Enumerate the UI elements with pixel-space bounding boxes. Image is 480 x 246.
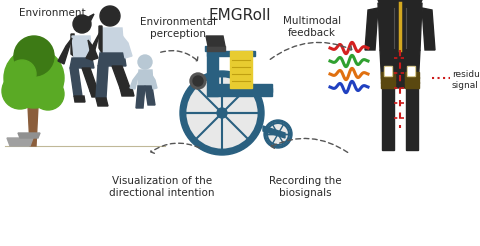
Polygon shape [72, 36, 92, 58]
Polygon shape [150, 72, 157, 89]
Polygon shape [99, 26, 102, 53]
Polygon shape [18, 133, 40, 138]
Polygon shape [405, 82, 419, 88]
Polygon shape [83, 14, 94, 22]
Polygon shape [120, 88, 134, 96]
Polygon shape [120, 33, 132, 58]
Circle shape [185, 76, 259, 150]
Polygon shape [422, 8, 435, 50]
Polygon shape [207, 51, 218, 96]
Polygon shape [263, 126, 285, 138]
Polygon shape [130, 72, 139, 89]
Polygon shape [381, 82, 395, 88]
Polygon shape [145, 86, 155, 105]
Circle shape [73, 15, 91, 33]
Circle shape [264, 120, 292, 148]
Circle shape [100, 6, 120, 26]
Polygon shape [207, 51, 255, 56]
Polygon shape [381, 72, 395, 78]
Polygon shape [98, 53, 126, 66]
Polygon shape [207, 46, 225, 51]
Polygon shape [96, 98, 108, 106]
Circle shape [138, 55, 152, 69]
Polygon shape [408, 67, 414, 75]
Text: Environment: Environment [19, 8, 85, 18]
Polygon shape [136, 86, 145, 108]
Text: Environmental
perception: Environmental perception [140, 17, 216, 39]
Polygon shape [70, 68, 82, 96]
Circle shape [180, 71, 264, 155]
Polygon shape [88, 40, 98, 60]
Circle shape [4, 48, 64, 108]
Polygon shape [96, 66, 108, 98]
Polygon shape [208, 88, 272, 96]
Polygon shape [378, 0, 422, 8]
Text: Recording the
biosignals: Recording the biosignals [269, 176, 341, 198]
Text: Visualization of the
directional intention: Visualization of the directional intenti… [109, 176, 215, 198]
Polygon shape [74, 96, 85, 102]
Polygon shape [380, 50, 420, 88]
Polygon shape [407, 66, 415, 76]
Polygon shape [406, 88, 418, 150]
Polygon shape [82, 68, 98, 91]
Circle shape [193, 76, 203, 86]
Polygon shape [28, 106, 38, 146]
Polygon shape [381, 77, 395, 83]
Circle shape [217, 108, 227, 118]
Polygon shape [112, 66, 130, 88]
Circle shape [14, 36, 54, 76]
Polygon shape [378, 3, 422, 50]
Polygon shape [70, 58, 94, 68]
Circle shape [32, 78, 64, 110]
Polygon shape [405, 77, 419, 83]
Circle shape [190, 73, 206, 89]
Polygon shape [405, 72, 419, 78]
Text: Multimodal
feedback: Multimodal feedback [283, 16, 341, 38]
Polygon shape [384, 66, 392, 76]
Polygon shape [90, 91, 102, 97]
Polygon shape [206, 36, 225, 46]
Polygon shape [382, 88, 394, 150]
Polygon shape [365, 8, 378, 50]
Polygon shape [100, 28, 124, 53]
Polygon shape [86, 32, 100, 60]
Circle shape [2, 73, 38, 109]
Polygon shape [205, 46, 210, 51]
Polygon shape [385, 67, 391, 75]
Polygon shape [230, 51, 252, 88]
Text: User: User [398, 8, 422, 18]
Circle shape [267, 123, 289, 145]
Circle shape [8, 60, 36, 88]
Text: residual
signal: residual signal [452, 70, 480, 90]
Polygon shape [7, 138, 33, 146]
Polygon shape [218, 84, 272, 92]
Polygon shape [138, 70, 153, 86]
Polygon shape [58, 38, 72, 64]
Text: EMGRoll: EMGRoll [209, 8, 271, 23]
Polygon shape [71, 34, 76, 58]
